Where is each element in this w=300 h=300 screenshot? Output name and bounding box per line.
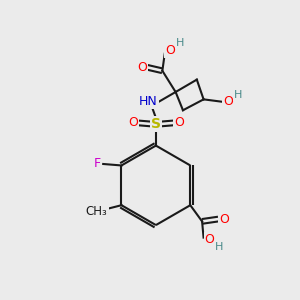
Text: H: H — [176, 38, 184, 48]
Text: F: F — [94, 158, 101, 170]
Text: H: H — [234, 90, 242, 100]
Text: S: S — [151, 117, 161, 131]
Text: O: O — [205, 233, 214, 247]
Text: O: O — [219, 212, 229, 226]
Text: HN: HN — [139, 95, 158, 108]
Text: O: O — [223, 95, 233, 108]
Text: O: O — [137, 61, 147, 74]
Text: CH₃: CH₃ — [86, 205, 108, 218]
Text: H: H — [215, 242, 223, 252]
Text: O: O — [128, 116, 138, 129]
Text: O: O — [174, 116, 184, 129]
Text: O: O — [165, 44, 175, 57]
